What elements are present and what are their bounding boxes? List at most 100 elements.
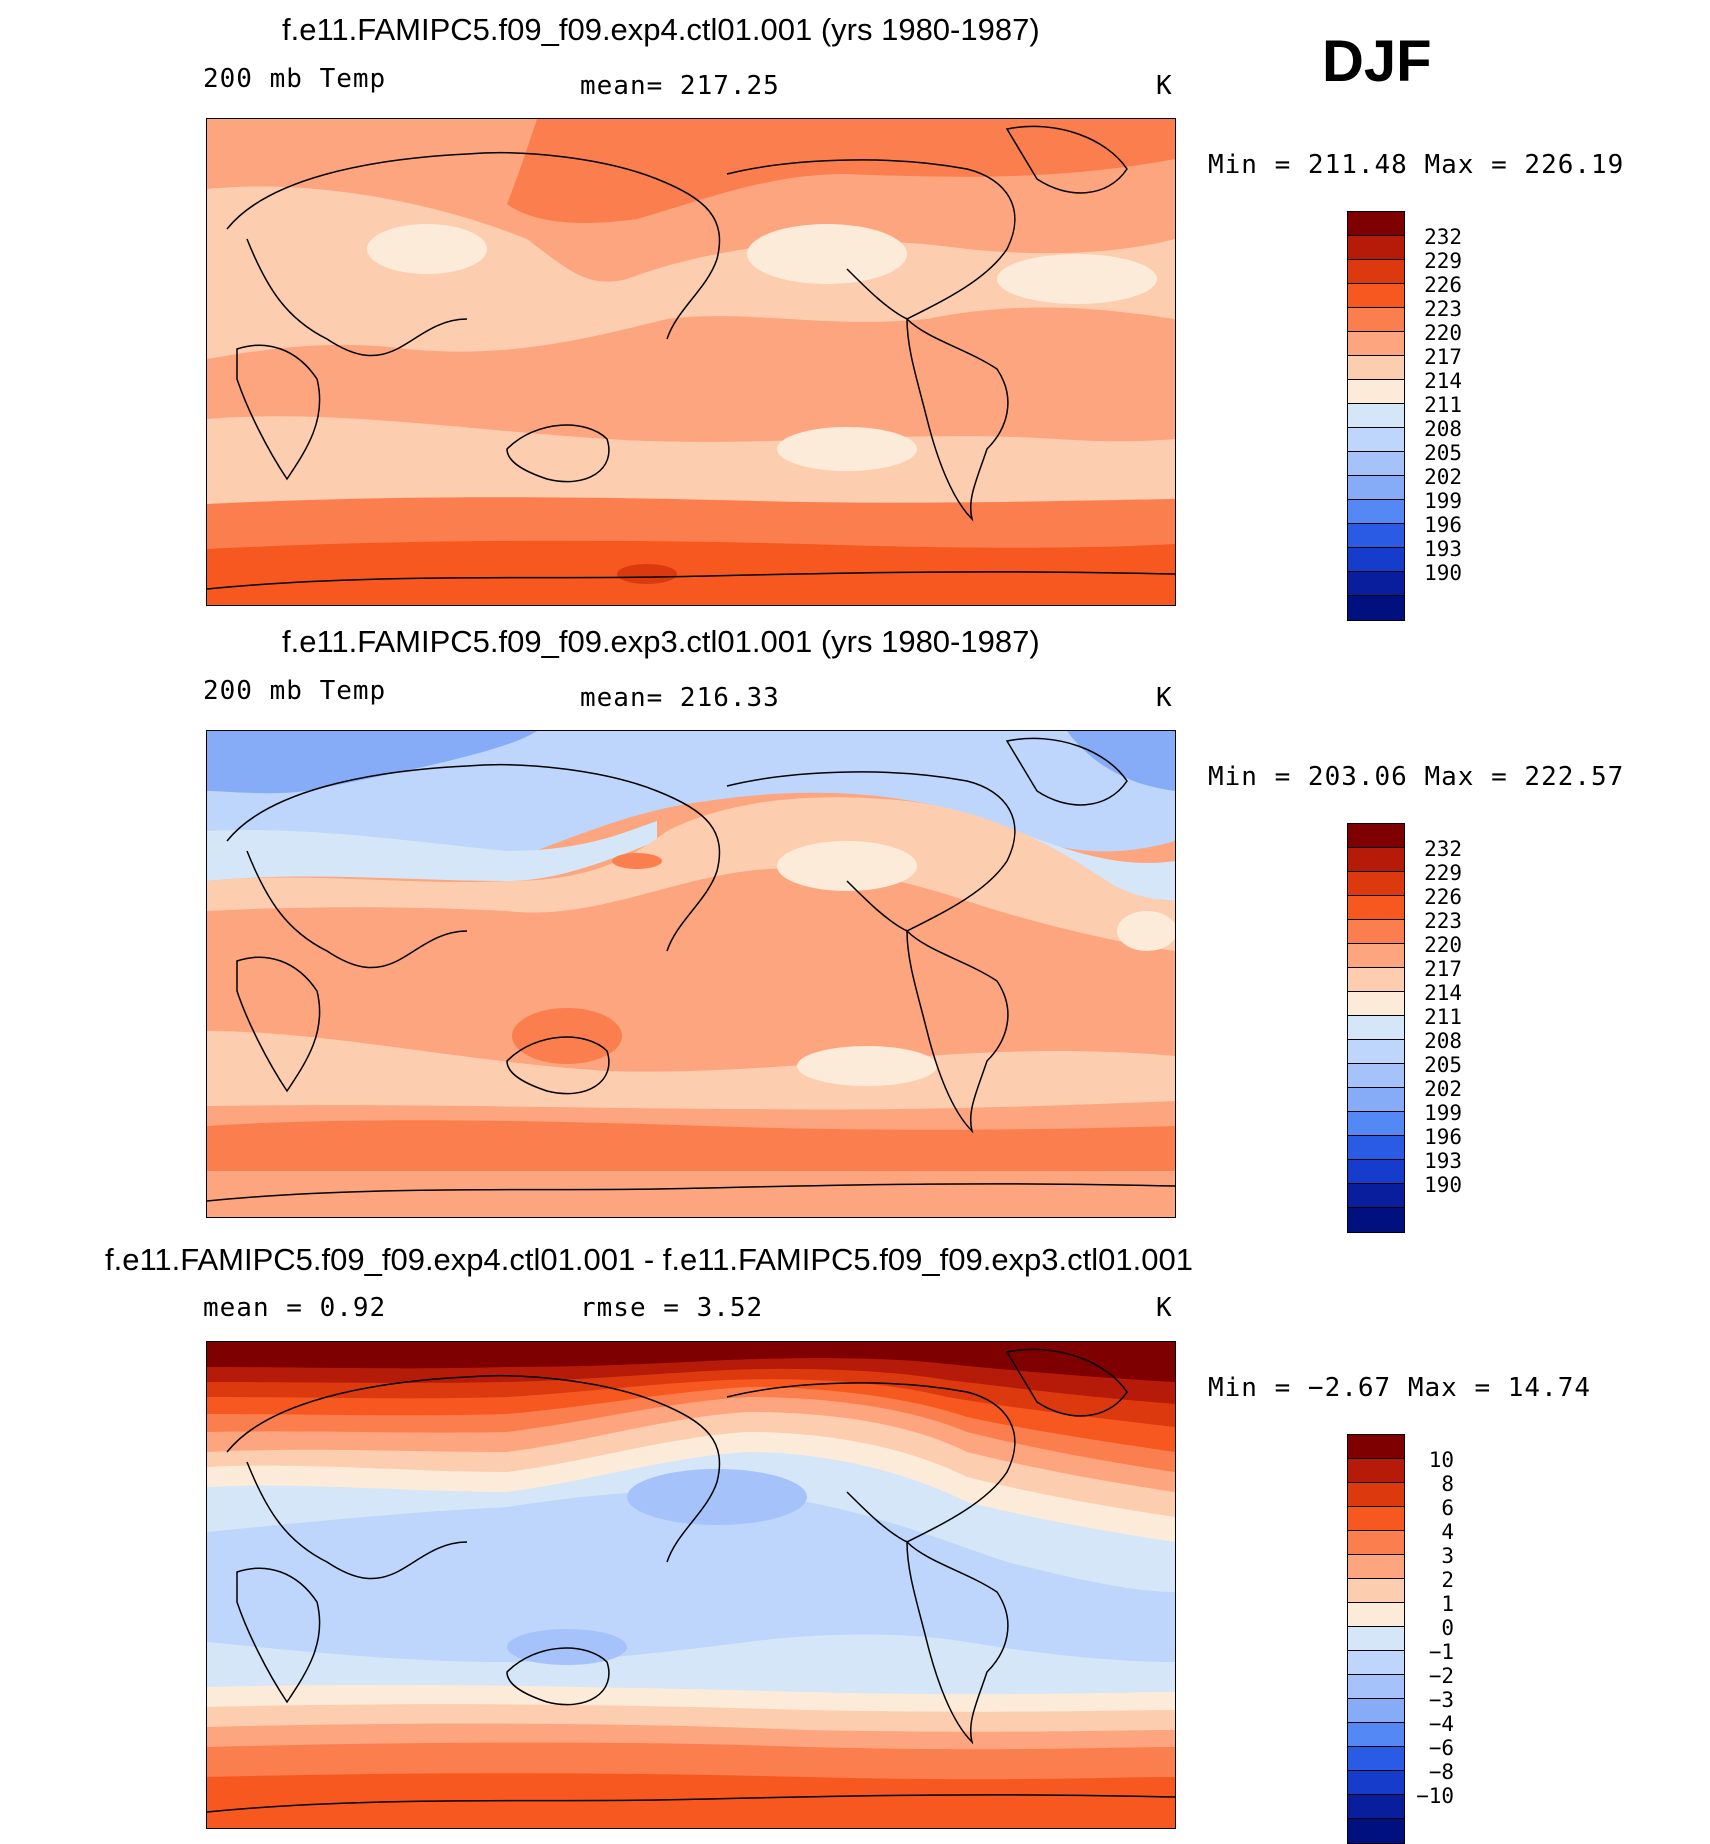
panel2-contour-pale-spac [797,1046,937,1086]
panel3-colorbar-label: 0 [1441,1616,1454,1640]
panel1-contour-cool-npac [747,224,907,284]
panel1-colorbar-label: 196 [1424,513,1462,537]
panel1-colorbar-label: 202 [1424,465,1462,489]
panel3-colorbar-label: −4 [1428,1712,1454,1736]
panel3-colorbar-cell [1348,1795,1404,1819]
panel2-colorbar-cell [1348,896,1404,920]
panel1-colorbar-cell [1348,500,1404,524]
panel3-colorbar-label: −1 [1428,1640,1454,1664]
panel2-colorbar-cell [1348,1064,1404,1088]
panel2-colorbar-label: 211 [1424,1005,1462,1029]
panel1-minmax: Min = 211.48 Max = 226.19 [1208,150,1625,180]
panel3-colorbar-cell [1348,1771,1404,1795]
panel2-colorbar-cell [1348,848,1404,872]
panel3-colorbar-label: −3 [1428,1688,1454,1712]
panel2-colorbar-label: 196 [1424,1125,1462,1149]
panel3-colorbar-cell [1348,1699,1404,1723]
panel1-title: f.e11.FAMIPC5.f09_f09.exp4.ctl01.001 (yr… [282,12,1040,47]
panel1-colorbar-label: 226 [1424,273,1462,297]
panel2-contour-pale-npac [777,841,917,891]
panel2-colorbar-cell [1348,1040,1404,1064]
panel3-colorbar-label: −10 [1416,1784,1454,1808]
panel1-colorbar-label: 214 [1424,369,1462,393]
panel3-contour-minus2-3-aus [507,1629,627,1665]
panel3-colorbar-cell [1348,1579,1404,1603]
panel3-colorbar-cell [1348,1675,1404,1699]
panel3-contour-minus2-3-npac [627,1469,807,1525]
panel2-contour-subtropics [207,797,1175,951]
panel3-colorbar-cell [1348,1507,1404,1531]
panel1-coastlines [207,125,1175,590]
panel3-colorbar-cell [1348,1483,1404,1507]
panel2-contour-north-pale-blue [207,821,657,881]
panel3-colorbar-label: 8 [1441,1472,1454,1496]
panel1-colorbar-label: 193 [1424,537,1462,561]
panel1-variable-label: 200 mb Temp [203,64,387,94]
panel3-map [206,1341,1176,1829]
panel3-coastlines [207,1348,1175,1813]
panel1-colorbar-label: 205 [1424,441,1462,465]
panel3-colorbar-cell [1348,1435,1404,1459]
panel2-colorbar-cell [1348,1136,1404,1160]
panel2-colorbar-cell [1348,992,1404,1016]
panel2-colorbar-cell [1348,1208,1404,1232]
panel1-colorbar-label: 199 [1424,489,1462,513]
panel2-unit-label: K [1156,683,1173,713]
panel2-mean-label: mean= 216.33 [580,683,780,713]
panel2-map [206,730,1176,1218]
panel2-colorbar-label: 226 [1424,885,1462,909]
panel1-colorbar-cell [1348,452,1404,476]
panel1-map-svg [207,119,1175,605]
panel2-colorbar-cell [1348,1184,1404,1208]
panel2-colorbar-cell [1348,944,1404,968]
panel2-contour-warm-australia [512,1008,622,1064]
panel1-colorbar-cell [1348,380,1404,404]
panel2-colorbar-cell [1348,872,1404,896]
panel2-colorbar-label: 220 [1424,933,1462,957]
panel1-colorbar-label: 232 [1424,225,1462,249]
panel1-contour-north-warm [507,119,1175,224]
panel3-title: f.e11.FAMIPC5.f09_f09.exp4.ctl01.001 - f… [105,1242,1193,1277]
panel3-colorbar-label: 2 [1441,1568,1454,1592]
panel2-colorbar-label: 190 [1424,1173,1462,1197]
panel2-colorbar-cell [1348,920,1404,944]
panel1-colorbar-label: 217 [1424,345,1462,369]
panel3-colorbar-cell [1348,1459,1404,1483]
panel2-colorbar-cell [1348,1088,1404,1112]
panel1-colorbar-cell [1348,260,1404,284]
panel1-colorbar-cell [1348,356,1404,380]
panel3-mean-label: mean = 0.92 [203,1293,387,1323]
panel2-colorbar-cell [1348,1016,1404,1040]
panel2-contour-north-cold [207,731,1175,871]
panel3-contour-gt10 [207,1342,1175,1382]
panel1-colorbar-cell [1348,476,1404,500]
panel2-colorbar-label: 202 [1424,1077,1462,1101]
panel3-colorbar-cell [1348,1627,1404,1651]
panel3-contour-minus1-2 [207,1490,1175,1662]
panel2-colorbar-label: 214 [1424,981,1462,1005]
panel2-colorbar-label: 223 [1424,909,1462,933]
panel1-colorbar-label: 208 [1424,417,1462,441]
panel1-colorbar-label: 211 [1424,393,1462,417]
panel1-colorbar-cell [1348,236,1404,260]
panel2-colorbar-label: 229 [1424,861,1462,885]
panel1-colorbar-cell [1348,428,1404,452]
panel3-colorbar-cell [1348,1747,1404,1771]
panel1-colorbar-cell [1348,404,1404,428]
panel2-colorbar-cell [1348,1160,1404,1184]
panel2-colorbar-label: 205 [1424,1053,1462,1077]
panel2-contour-pale-natl [1117,911,1175,951]
panel3-contour-south-4-6 [207,1773,1175,1828]
panel2-colorbar [1347,823,1405,1233]
panel3-colorbar-cell [1348,1651,1404,1675]
panel3-minmax: Min = −2.67 Max = 14.74 [1208,1373,1592,1403]
panel1-colorbar-label: 190 [1424,561,1462,585]
panel1-colorbar-cell [1348,284,1404,308]
panel2-contour-south-warm [207,1120,1175,1171]
panel3-colorbar-label: −2 [1428,1664,1454,1688]
panel2-colorbar-label: 217 [1424,957,1462,981]
panel3-colorbar-label: 10 [1428,1448,1454,1472]
panel2-contour-south-pale [207,1031,1175,1110]
panel3-colorbar-label: 4 [1441,1520,1454,1544]
panel3-unit-label: K [1156,1293,1173,1323]
